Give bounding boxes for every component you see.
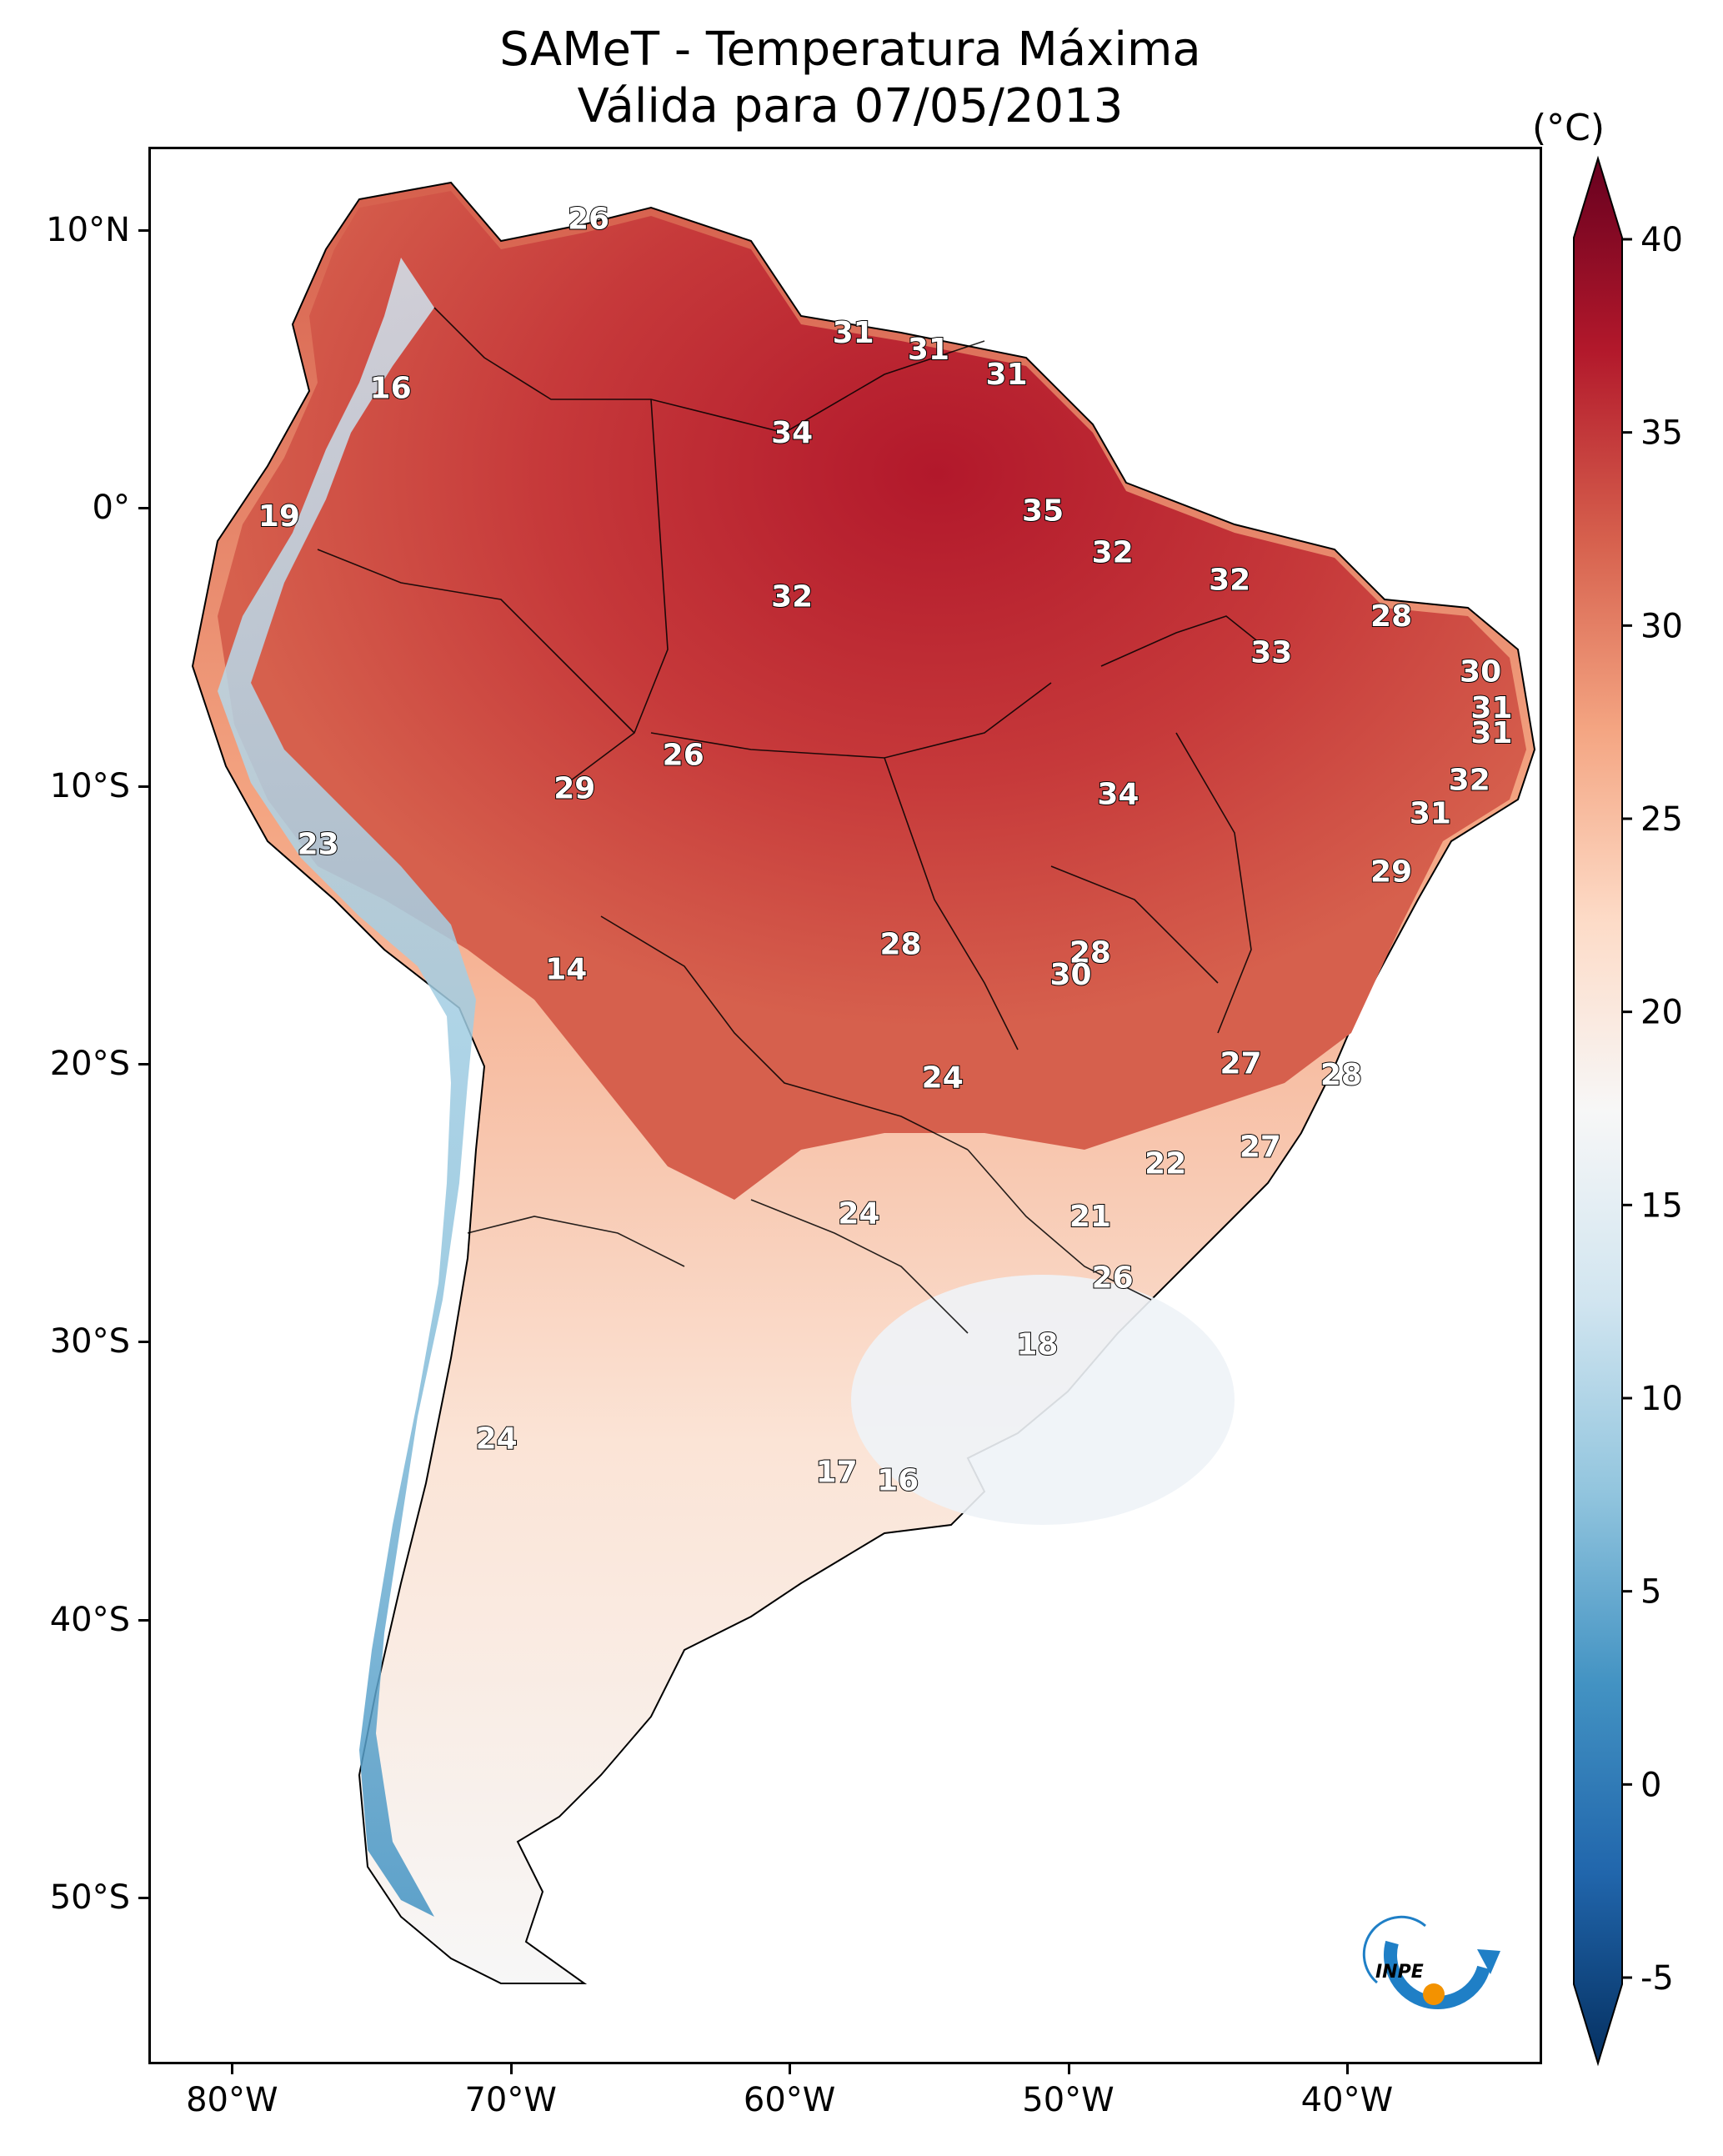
inpe-logo: INPE: [1362, 1915, 1500, 2009]
temperature-label: 32: [1092, 535, 1134, 569]
pampas-cool-region: [851, 1275, 1235, 1525]
y-tick-label: 10°N: [46, 211, 130, 249]
temperature-label: 16: [877, 1464, 919, 1498]
logo-dot-icon: [1423, 1983, 1445, 2005]
temperature-label: 26: [663, 739, 704, 773]
y-tick-mark: [138, 1897, 148, 1899]
y-tick-mark: [138, 1618, 148, 1622]
temperature-label: 24: [838, 1197, 879, 1231]
temperature-label: 34: [771, 416, 813, 450]
temperature-label: 32: [771, 580, 813, 614]
temperature-label: 23: [298, 827, 339, 861]
temperature-label: 14: [545, 952, 587, 986]
y-tick-mark: [138, 1341, 148, 1344]
temperature-label: 21: [1069, 1200, 1111, 1234]
x-tick-label: 40°W: [1300, 2081, 1394, 2119]
colorbar-unit: (°C): [1532, 107, 1605, 149]
x-tick-mark: [231, 2064, 234, 2074]
temperature-label: 29: [1370, 855, 1412, 890]
temperature-label: 17: [816, 1456, 858, 1490]
temperature-label: 19: [258, 499, 300, 534]
temperature-label: 30: [1049, 958, 1091, 992]
y-tick-mark: [138, 1063, 148, 1065]
temperature-label: 32: [1449, 764, 1490, 798]
temperature-label: 34: [1097, 777, 1139, 811]
logo-text: INPE: [1375, 1962, 1424, 1983]
colorbar-tick-label: 10: [1640, 1380, 1683, 1418]
temperature-label: 31: [1410, 797, 1451, 831]
map-area[interactable]: 26 16 31 31 31 34 19 35 32 32 32 28 33 30 31 31 26 29 34 32…: [148, 147, 1542, 2064]
y-tick-label: 30°S: [49, 1322, 130, 1361]
colorbar-body: [1573, 155, 1623, 2067]
y-tick-mark: [138, 229, 148, 232]
temperature-label: 27: [1240, 1131, 1281, 1165]
temperature-label: 24: [922, 1060, 964, 1095]
temperature-label: 31: [1470, 691, 1512, 725]
colorbar-tick-label: 25: [1640, 800, 1683, 839]
x-tick-label: 70°W: [464, 2081, 557, 2119]
x-tick-mark: [789, 2064, 792, 2074]
colorbar-tick-label: 0: [1640, 1766, 1661, 1804]
y-tick-mark: [138, 507, 148, 510]
colorbar-tick-label: 30: [1640, 607, 1683, 645]
colorbar-tick-label: 35: [1640, 414, 1683, 453]
temperature-label: 31: [986, 358, 1028, 392]
logo-arrow-icon: [1477, 1949, 1500, 1974]
temperature-label: 28: [879, 927, 921, 961]
colorbar-ticks: 40 35 30 25 20 15 10 5 0 -5: [1622, 221, 1683, 1998]
temperature-label: 18: [1016, 1327, 1058, 1361]
temperature-label: 26: [1092, 1261, 1134, 1295]
x-tick-label: 60°W: [743, 2081, 836, 2119]
colorbar-tick-label: -5: [1640, 1959, 1674, 1998]
y-tick-mark: [138, 785, 148, 788]
temperature-label: 22: [1144, 1147, 1186, 1181]
temperature-label: 26: [568, 202, 609, 236]
temperature-label: 24: [476, 1422, 518, 1457]
hot-region-north: [218, 191, 1526, 1200]
x-tick-label: 80°W: [186, 2081, 278, 2119]
y-tick-label: 10°S: [49, 766, 130, 805]
temperature-label: 29: [553, 772, 595, 806]
colorbar-tick-label: 15: [1640, 1186, 1683, 1225]
colorbar-tick-label: 20: [1640, 994, 1683, 1032]
temperature-label: 31: [833, 316, 874, 350]
temperature-label: 28: [1069, 935, 1111, 970]
y-tick-label: 0°: [92, 489, 130, 528]
temperature-label: 28: [1320, 1058, 1362, 1092]
x-tick-mark: [1067, 2064, 1070, 2074]
temperature-label: 16: [370, 372, 412, 406]
temperature-label: 31: [908, 333, 949, 367]
temperature-label: 32: [1209, 564, 1250, 598]
y-tick-label: 40°S: [49, 1600, 130, 1639]
temperature-label: 31: [1470, 716, 1512, 750]
colorbar: 40 35 30 25 20 15 10 5 0 -5: [1573, 155, 1683, 2067]
y-tick-label: 50°S: [49, 1878, 130, 1917]
chart-title: SAMeT - Temperatura Máxima: [499, 23, 1201, 77]
temperature-label: 30: [1460, 655, 1501, 689]
country-borders: [317, 307, 1269, 1334]
chart-subtitle: Válida para 07/05/2013: [577, 79, 1124, 133]
temperature-label: 27: [1220, 1047, 1261, 1081]
y-tick-label: 20°S: [49, 1045, 130, 1083]
temperature-label: 35: [1022, 494, 1064, 528]
x-tick-mark: [509, 2064, 513, 2074]
x-tick-label: 50°W: [1022, 2081, 1114, 2119]
colorbar-tick-label: 5: [1640, 1573, 1661, 1612]
temperature-label: 28: [1370, 599, 1412, 634]
x-tick-mark: [1345, 2064, 1349, 2074]
temperature-label: 33: [1250, 635, 1292, 669]
colorbar-tick-label: 40: [1640, 221, 1683, 259]
